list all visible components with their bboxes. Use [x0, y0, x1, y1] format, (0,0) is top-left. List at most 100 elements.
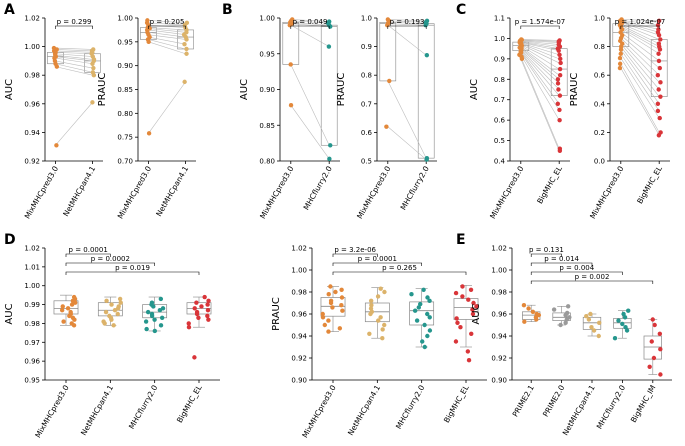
x-category-label: MHCflurry2.0 [127, 383, 160, 430]
data-point [382, 289, 387, 295]
data-point [202, 294, 207, 300]
paired-line [387, 80, 427, 159]
paired-line [387, 126, 427, 160]
data-point [657, 47, 663, 52]
data-point [157, 308, 163, 313]
paired-line [290, 105, 330, 160]
paired-line [148, 32, 186, 38]
data-point [591, 328, 597, 333]
y-tick-label: 0.9 [494, 55, 505, 63]
data-point [425, 295, 430, 300]
panel-label: C [456, 2, 466, 18]
data-point [328, 284, 333, 289]
x-category-label: BigMHC_IM [629, 384, 658, 425]
y-tick-label: 0.2 [594, 129, 605, 137]
data-point [458, 325, 463, 330]
data-point [453, 290, 459, 296]
paired-line [55, 60, 93, 69]
p-value-label: p = 0.019 [115, 264, 150, 272]
paired-line [520, 52, 560, 111]
data-point [557, 117, 562, 123]
data-point [617, 61, 623, 66]
data-point [326, 318, 331, 323]
data-point [626, 308, 631, 313]
y-tick-label: 1.00 [491, 267, 507, 275]
data-point [588, 311, 593, 317]
significance-bracket [332, 262, 422, 266]
significance-bracket [65, 253, 111, 257]
data-point [115, 311, 120, 317]
y-tick-label: 1.02 [491, 245, 507, 253]
paired-line [148, 24, 186, 28]
y-tick-label: 1.00 [117, 15, 133, 23]
data-point [109, 302, 114, 307]
y-tick-label: 0.95 [117, 38, 133, 46]
y-tick-label: 0.6 [594, 72, 606, 80]
paired-line [620, 34, 660, 69]
data-point [206, 298, 211, 303]
data-point [657, 331, 663, 336]
paired-line [148, 22, 186, 26]
y-tick-label: 0.8 [494, 76, 505, 84]
data-point [656, 51, 661, 56]
paired-line [620, 57, 660, 119]
data-point [656, 18, 662, 24]
y-axis-label: AUC [239, 79, 250, 100]
data-point [192, 306, 197, 311]
data-point [656, 87, 661, 92]
data-point [469, 331, 474, 336]
data-point [556, 87, 561, 92]
data-point [328, 24, 333, 29]
data-point [186, 321, 191, 326]
data-point [59, 308, 65, 313]
paired-line [520, 41, 560, 49]
x-category-label: MHCflurry2.0 [394, 383, 427, 430]
paired-line [290, 20, 330, 24]
y-tick-label: 0.90 [291, 377, 307, 385]
x-category-label: MixMHCpred3.0 [23, 164, 61, 220]
paired-line [620, 32, 660, 62]
data-point [557, 66, 563, 72]
data-point [69, 302, 75, 307]
paired-line [55, 102, 93, 146]
box-iqr [379, 21, 397, 82]
y-tick-label: 0.7 [494, 96, 505, 104]
y-tick-label: 0.4 [594, 100, 606, 108]
data-point [205, 302, 210, 307]
significance-bracket [530, 253, 562, 257]
significance-bracket [290, 25, 330, 29]
data-point [647, 364, 652, 369]
data-point [414, 318, 420, 323]
paired-line [520, 42, 560, 56]
x-category-label: BigMHC_EL [635, 164, 664, 206]
paired-line [620, 24, 660, 45]
paired-line [520, 42, 560, 51]
data-point [649, 339, 654, 344]
data-point [584, 314, 589, 319]
paired-line [520, 51, 560, 104]
p-value-label: p = 0.0001 [69, 246, 108, 254]
data-point [152, 328, 158, 334]
data-point [656, 58, 662, 64]
data-point [556, 48, 561, 53]
data-point [194, 300, 199, 305]
y-tick-label: 1.00 [259, 15, 275, 23]
paired-line [148, 28, 186, 33]
data-point [72, 317, 77, 322]
data-point [558, 322, 563, 328]
data-point [622, 315, 628, 320]
data-point [624, 328, 630, 333]
data-point [186, 325, 192, 330]
y-tick-label: 0.9 [361, 43, 372, 51]
y-tick-label: 0.5 [494, 137, 505, 145]
y-tick-label: 0.8 [361, 72, 372, 80]
data-point [617, 55, 623, 61]
paired-line [55, 66, 93, 76]
data-point [618, 51, 623, 56]
significance-bracket [332, 253, 378, 257]
data-point [206, 317, 211, 322]
x-category-label: BigMHC_EL [535, 164, 564, 206]
y-tick-label: 0.98 [291, 289, 307, 297]
p-value-label: p = 0.131 [529, 246, 564, 254]
